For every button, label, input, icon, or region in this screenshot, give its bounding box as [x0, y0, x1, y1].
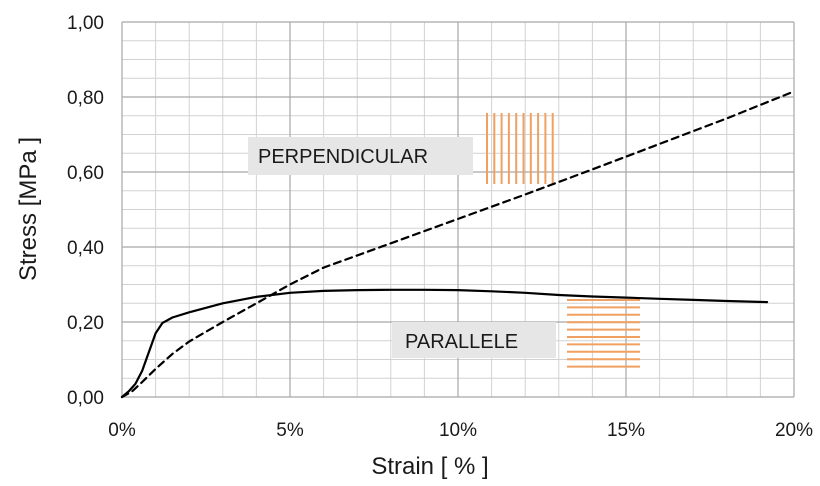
series-layer — [120, 90, 796, 399]
y-tick-labels: 0,00 0,20 0,40 0,60 0,80 1,00 — [67, 13, 104, 409]
y-tick-label: 0,20 — [67, 313, 104, 334]
y-tick-label: 0,80 — [67, 88, 104, 109]
y-tick-label: 0,60 — [67, 163, 104, 184]
x-tick-label: 0% — [108, 420, 136, 441]
annotation-parallele: PARALLELE — [392, 299, 640, 368]
x-tick-labels: 0% 5% 10% 15% 20% — [108, 420, 813, 441]
annotation-perpendicular-box — [248, 137, 473, 175]
perpendicular-fiber-marker — [486, 113, 554, 184]
annotation-perpendicular: PERPENDICULAR — [248, 113, 554, 184]
x-axis-title: Strain [ % ] — [371, 453, 488, 480]
series-line-perpendicular — [120, 90, 796, 399]
y-tick-label: 0,00 — [67, 388, 104, 409]
x-tick-label: 5% — [276, 420, 304, 441]
x-tick-label: 15% — [607, 420, 645, 441]
annotation-parallele-label: PARALLELE — [405, 331, 518, 353]
x-tick-label: 10% — [439, 420, 477, 441]
y-tick-label: 1,00 — [67, 13, 104, 34]
series-line-parallele — [120, 288, 769, 399]
annotation-perpendicular-label: PERPENDICULAR — [258, 146, 428, 168]
y-tick-label: 0,40 — [67, 238, 104, 259]
y-axis-title: Stress [MPa ] — [15, 137, 42, 281]
x-tick-label: 20% — [775, 420, 813, 441]
annotation-parallele-box — [392, 322, 556, 358]
parallele-fiber-marker — [567, 299, 640, 368]
